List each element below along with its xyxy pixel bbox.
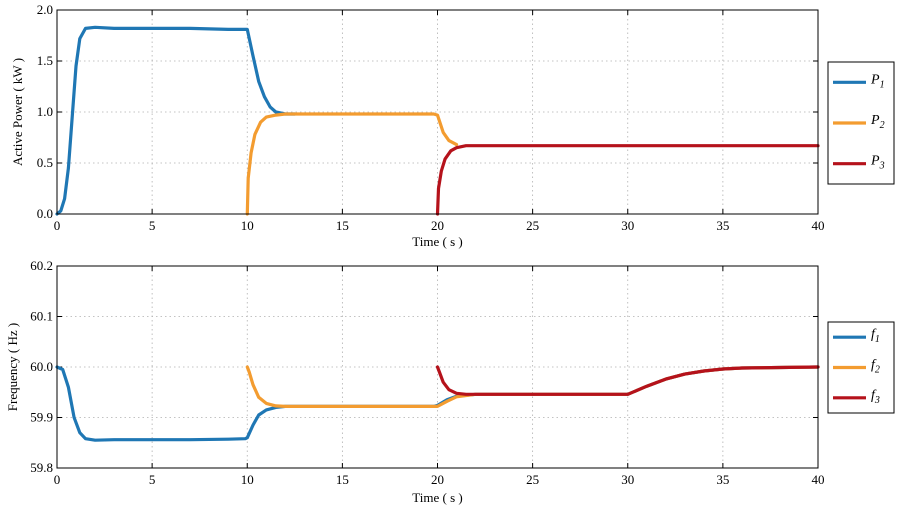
series-line-f3 — [435, 365, 820, 396]
legend: P1 P2 P3 — [827, 61, 895, 185]
x-tick-label: 15 — [336, 218, 349, 233]
x-axis-label: Time ( s ) — [412, 234, 462, 249]
y-tick-label: 1.0 — [37, 104, 53, 119]
x-tick-label: 15 — [336, 472, 349, 487]
x-tick-label: 0 — [54, 218, 61, 233]
legend-label-f3: f3 — [871, 388, 880, 406]
y-tick-label: 59.9 — [30, 410, 53, 425]
series-line-f2 — [245, 365, 820, 408]
plot-frame — [56, 9, 819, 215]
y-axis-label: Active Power ( kW ) — [10, 58, 25, 166]
legend-label-P3: P3 — [870, 154, 885, 172]
x-tick-label: 25 — [526, 472, 539, 487]
legend-label-f1: f1 — [871, 327, 880, 345]
x-tick-label: 25 — [526, 218, 539, 233]
x-tick-label: 30 — [621, 472, 634, 487]
y-tick-label: 60.0 — [30, 359, 53, 374]
x-tick-label: 5 — [149, 472, 156, 487]
x-tick-label: 35 — [716, 218, 729, 233]
chart-panel-2: 0 5 10 15 20 25 30 35 40 59.8 59.9 60.0 60.1 60.2 Time… — [5, 258, 895, 505]
x-tick-label: 0 — [54, 472, 61, 487]
x-tick-label: 35 — [716, 472, 729, 487]
chart-panel-1: 0 5 10 15 20 25 30 35 40 0.0 0.5 1.0 1.5 2.0 Time ( s … — [10, 2, 895, 249]
x-tick-label: 10 — [241, 218, 254, 233]
y-axis-label: Frequency ( Hz ) — [5, 323, 20, 411]
y-tick-label: 59.8 — [30, 460, 53, 475]
x-axis-label: Time ( s ) — [412, 490, 462, 505]
series-line-P2 — [245, 112, 459, 216]
legend-label-f2: f2 — [871, 358, 880, 376]
series-line-P1 — [55, 25, 297, 216]
plot-frame — [56, 265, 819, 469]
x-tick-label: 30 — [621, 218, 634, 233]
y-tick-label: 60.1 — [30, 309, 53, 324]
x-tick-label: 5 — [149, 218, 156, 233]
x-tick-label: 40 — [812, 472, 825, 487]
legend: f1 f2 f3 — [827, 321, 895, 414]
y-tick-label: 1.5 — [37, 53, 53, 68]
y-tick-label: 0.5 — [37, 155, 53, 170]
y-tick-label: 2.0 — [37, 2, 53, 17]
x-tick-label: 20 — [431, 218, 444, 233]
legend-label-P1: P1 — [870, 72, 885, 90]
legend-label-P2: P2 — [870, 113, 885, 131]
y-tick-label: 0.0 — [37, 206, 53, 221]
y-tick-label: 60.2 — [30, 258, 53, 273]
series-line-P3 — [435, 144, 820, 216]
x-tick-label: 40 — [812, 218, 825, 233]
x-tick-label: 10 — [241, 472, 254, 487]
x-tick-label: 20 — [431, 472, 444, 487]
